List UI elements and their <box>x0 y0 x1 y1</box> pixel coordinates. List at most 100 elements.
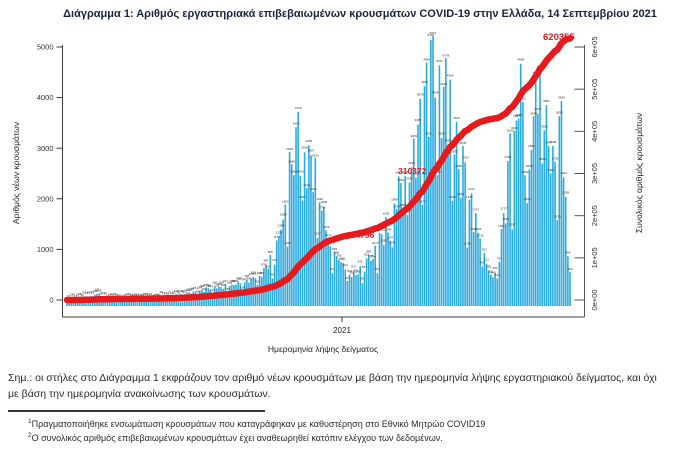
svg-text:26: 26 <box>127 292 131 296</box>
svg-text:478: 478 <box>257 271 262 275</box>
cumulative-cases-line <box>63 35 574 304</box>
svg-text:26: 26 <box>134 293 138 297</box>
svg-text:775: 775 <box>368 254 373 258</box>
svg-text:614: 614 <box>266 264 271 268</box>
svg-text:1000: 1000 <box>37 245 54 254</box>
svg-text:528: 528 <box>375 267 380 271</box>
svg-text:3202: 3202 <box>438 131 445 135</box>
left-axis: 0 1000 2000 3000 4000 5000 <box>37 43 63 305</box>
svg-text:1914: 1914 <box>524 197 531 201</box>
x-axis-title: Ημερομηνία λήψης δείγματος <box>268 344 378 354</box>
svg-text:46: 46 <box>153 293 157 297</box>
svg-text:1324: 1324 <box>475 227 482 231</box>
svg-text:453: 453 <box>251 271 256 275</box>
svg-text:14: 14 <box>136 293 140 297</box>
svg-text:4225: 4225 <box>421 80 428 84</box>
svg-text:3048: 3048 <box>550 140 557 144</box>
svg-text:2694: 2694 <box>539 157 546 161</box>
svg-text:3976: 3976 <box>417 92 424 96</box>
svg-text:3189: 3189 <box>410 134 417 138</box>
svg-text:184: 184 <box>197 285 202 289</box>
svg-text:12: 12 <box>70 293 74 297</box>
svg-text:3520: 3520 <box>453 116 460 120</box>
svg-text:4e+05: 4e+05 <box>590 121 599 142</box>
svg-text:4637: 4637 <box>436 59 443 63</box>
svg-text:1167: 1167 <box>387 236 394 240</box>
svg-text:671: 671 <box>358 260 363 264</box>
svg-text:171: 171 <box>193 286 198 290</box>
svg-text:1770: 1770 <box>318 205 325 209</box>
svg-text:501: 501 <box>488 270 493 274</box>
svg-text:2323: 2323 <box>406 177 413 181</box>
svg-text:156: 156 <box>186 287 191 291</box>
svg-text:223: 223 <box>221 283 226 287</box>
svg-text:1397: 1397 <box>509 222 516 226</box>
cumulative-milestone-310372: 310372 <box>398 166 427 176</box>
bar-value-labels: 2 5 12161715283253726579651051211186872592… <box>66 31 573 299</box>
svg-text:864: 864 <box>565 251 570 255</box>
svg-text:26: 26 <box>115 292 119 296</box>
svg-text:3044: 3044 <box>545 141 552 145</box>
svg-text:340: 340 <box>246 277 251 281</box>
svg-text:304: 304 <box>234 279 239 283</box>
svg-text:4216: 4216 <box>440 82 447 86</box>
svg-text:931: 931 <box>482 248 487 252</box>
chart-title: Διάγραμμα 1: Αριθμός εργαστηριακά επιβεβ… <box>63 8 657 20</box>
svg-text:28: 28 <box>78 292 82 296</box>
svg-text:95: 95 <box>177 290 181 294</box>
svg-text:159: 159 <box>225 287 230 291</box>
chart-note: Σημ.: οι στήλες στο Διάγραμμα 1 εκφράζου… <box>8 372 657 401</box>
svg-text:2918: 2918 <box>301 145 308 149</box>
svg-text:83: 83 <box>181 289 185 293</box>
left-axis-title: Αριθμός νέων κρουσμάτων <box>11 122 21 224</box>
svg-text:452: 452 <box>349 271 354 275</box>
svg-text:116: 116 <box>182 290 187 294</box>
svg-text:1227: 1227 <box>314 232 321 236</box>
svg-text:457: 457 <box>259 271 264 275</box>
svg-text:201: 201 <box>208 284 213 288</box>
svg-text:6e+05: 6e+05 <box>590 36 599 57</box>
svg-text:123: 123 <box>178 289 183 293</box>
svg-text:3911: 3911 <box>520 96 527 100</box>
svg-text:1177: 1177 <box>274 235 281 239</box>
svg-text:23: 23 <box>138 293 142 297</box>
svg-text:527: 527 <box>330 267 335 271</box>
svg-text:53: 53 <box>82 291 86 295</box>
svg-text:449: 449 <box>490 271 495 275</box>
svg-text:2928: 2928 <box>286 147 293 151</box>
svg-text:5000: 5000 <box>37 43 54 52</box>
svg-text:1515: 1515 <box>502 217 509 221</box>
svg-text:2107: 2107 <box>468 187 475 191</box>
svg-text:3630: 3630 <box>530 112 537 116</box>
svg-text:2424: 2424 <box>560 171 567 175</box>
svg-text:687: 687 <box>264 258 269 262</box>
svg-text:822: 822 <box>364 252 369 256</box>
svg-text:374: 374 <box>345 276 350 280</box>
svg-text:2686: 2686 <box>288 160 295 164</box>
svg-text:347: 347 <box>242 278 247 282</box>
footnote-1-marker: 1 <box>28 417 32 425</box>
svg-text:72: 72 <box>102 291 106 295</box>
svg-text:1976: 1976 <box>466 195 473 199</box>
svg-text:3353: 3353 <box>541 124 548 128</box>
svg-text:792: 792 <box>336 253 341 257</box>
svg-text:25: 25 <box>112 292 116 296</box>
svg-text:164: 164 <box>201 287 206 291</box>
svg-text:358: 358 <box>236 276 241 280</box>
svg-text:4778: 4778 <box>443 54 450 58</box>
svg-text:48: 48 <box>108 293 112 297</box>
plot-frame <box>62 45 585 318</box>
svg-text:68: 68 <box>100 292 104 296</box>
svg-text:712: 712 <box>484 257 489 261</box>
svg-text:865: 865 <box>334 250 339 254</box>
svg-text:814: 814 <box>371 254 376 258</box>
svg-text:167: 167 <box>191 286 196 290</box>
svg-text:99: 99 <box>196 290 200 294</box>
covid-cases-chart: 2 5 12161715283253726579651051211186872592… <box>11 31 644 354</box>
svg-text:265: 265 <box>216 282 221 286</box>
right-axis-title: Συνολικός αριθμός κρουσμάτων <box>634 113 644 233</box>
svg-text:4668: 4668 <box>517 58 524 62</box>
svg-text:65: 65 <box>160 290 164 294</box>
svg-text:1388: 1388 <box>278 224 285 228</box>
svg-text:72: 72 <box>85 291 89 295</box>
